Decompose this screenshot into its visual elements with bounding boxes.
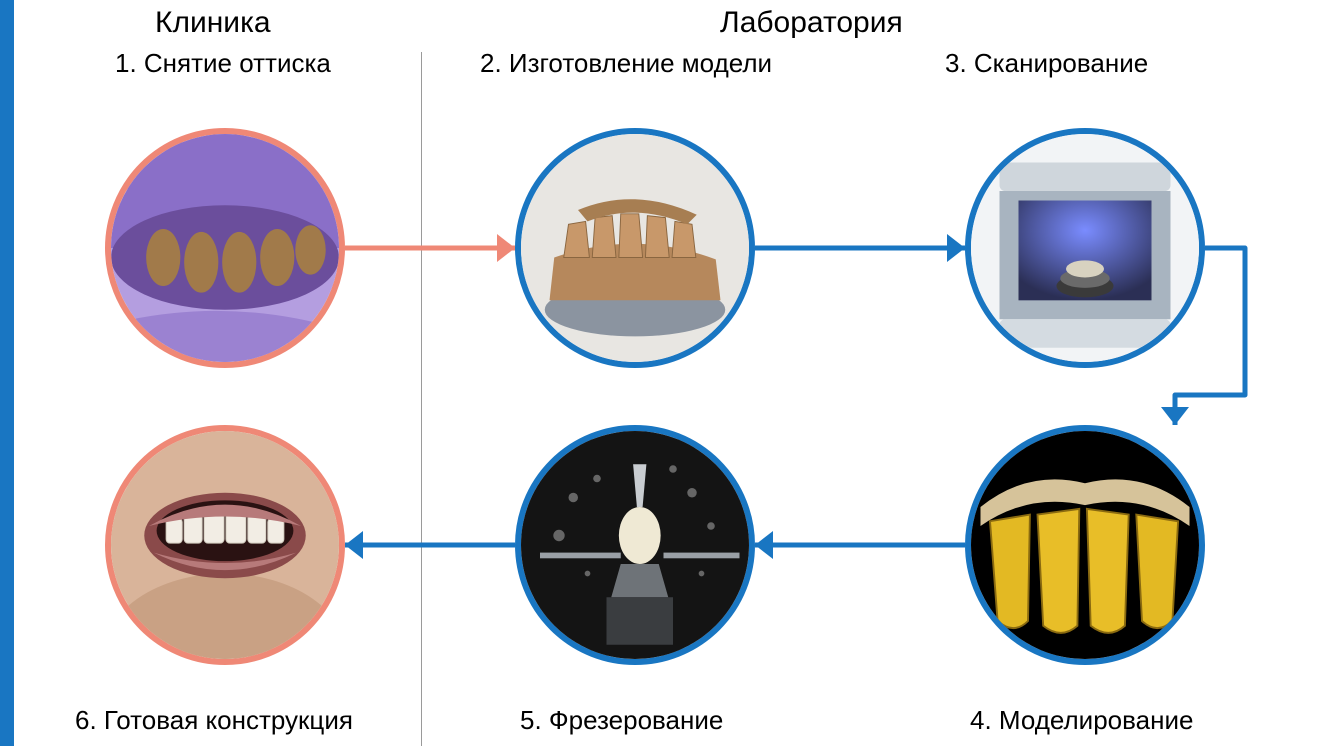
step-label-5: 5. Фрезерование: [520, 705, 723, 736]
section-title-lab: Лаборатория: [720, 6, 903, 40]
step-label-2: 2. Изготовление модели: [480, 48, 772, 79]
step-circle-1: [105, 128, 345, 368]
step-label-1: 1. Снятие оттиска: [115, 48, 331, 79]
step-image-cad: [971, 431, 1199, 659]
arrow-3-4: [1065, 228, 1265, 445]
step-label-3: 3. Сканирование: [945, 48, 1148, 79]
section-divider: [421, 52, 422, 746]
arrow-5-6: [325, 525, 535, 565]
step-image-milling: [521, 431, 749, 659]
arrow-1-2: [325, 228, 535, 268]
section-title-clinic: Клиника: [155, 6, 271, 40]
step-circle-5: [515, 425, 755, 665]
arrow-4-5: [735, 525, 985, 565]
arrow-2-3: [735, 228, 985, 268]
step-label-4: 4. Моделирование: [970, 705, 1193, 736]
accent-left-bar: [0, 0, 14, 746]
step-image-model: [521, 134, 749, 362]
step-circle-6: [105, 425, 345, 665]
step-image-impression: [111, 134, 339, 362]
step-circle-2: [515, 128, 755, 368]
step-label-6: 6. Готовая конструкция: [75, 705, 353, 736]
step-image-smile: [111, 431, 339, 659]
step-circle-4: [965, 425, 1205, 665]
